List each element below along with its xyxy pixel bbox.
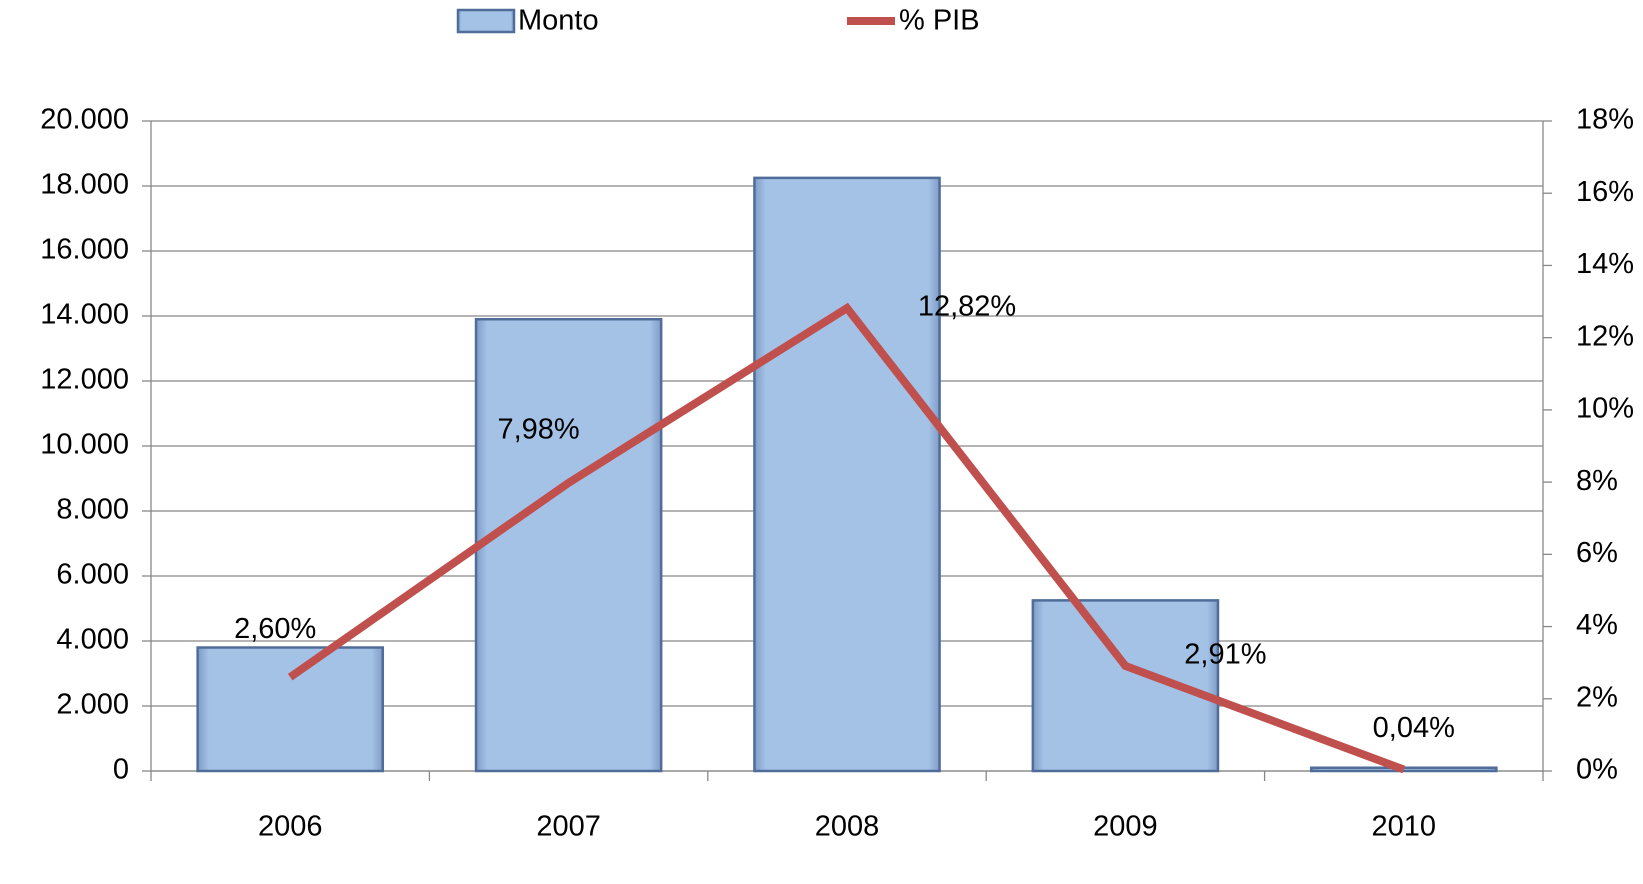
y2-tick-label: 12% (1576, 320, 1634, 352)
legend-label: Monto (518, 5, 599, 37)
legend-label: % PIB (899, 5, 980, 37)
x-tick-label: 2010 (1372, 811, 1437, 843)
legend-swatch (456, 8, 516, 34)
y2-tick-label: 2% (1576, 681, 1618, 713)
y2-tick-label: 10% (1576, 393, 1634, 425)
data-label: 7,98% (497, 413, 579, 445)
y-tick-label: 4.000 (56, 624, 129, 656)
y2-tick-label: 6% (1576, 537, 1618, 569)
y2-tick-label: 16% (1576, 176, 1634, 208)
x-tick-label: 2006 (258, 811, 323, 843)
bar (753, 176, 941, 773)
y-tick-label: 6.000 (56, 559, 129, 591)
y2-tick-label: 18% (1576, 104, 1634, 136)
y2-tick-label: 0% (1576, 754, 1618, 786)
line (287, 302, 1406, 774)
bar (1031, 599, 1220, 773)
data-label: 0,04% (1373, 712, 1455, 744)
bar (196, 646, 385, 773)
y2-tick-label: 4% (1576, 609, 1618, 641)
data-label: 2,60% (234, 613, 316, 645)
y-tick-label: 2.000 (56, 689, 129, 721)
y2-tick-label: 14% (1576, 248, 1634, 280)
x-tick-label: 2008 (815, 811, 880, 843)
data-label: 12,82% (918, 291, 1016, 323)
y-tick-label: 8.000 (56, 494, 129, 526)
y-tick-label: 10.000 (40, 429, 129, 461)
y-tick-label: 18.000 (40, 169, 129, 201)
y2-tick-label: 8% (1576, 465, 1618, 497)
data-label: 2,91% (1184, 639, 1266, 671)
y-tick-label: 16.000 (40, 234, 129, 266)
y-tick-label: 14.000 (40, 299, 129, 331)
y-tick-label: 12.000 (40, 364, 129, 396)
x-tick-label: 2007 (536, 811, 601, 843)
y-tick-label: 20.000 (40, 104, 129, 136)
bar (474, 318, 663, 773)
y-tick-label: 0 (113, 754, 129, 786)
x-tick-label: 2009 (1093, 811, 1158, 843)
